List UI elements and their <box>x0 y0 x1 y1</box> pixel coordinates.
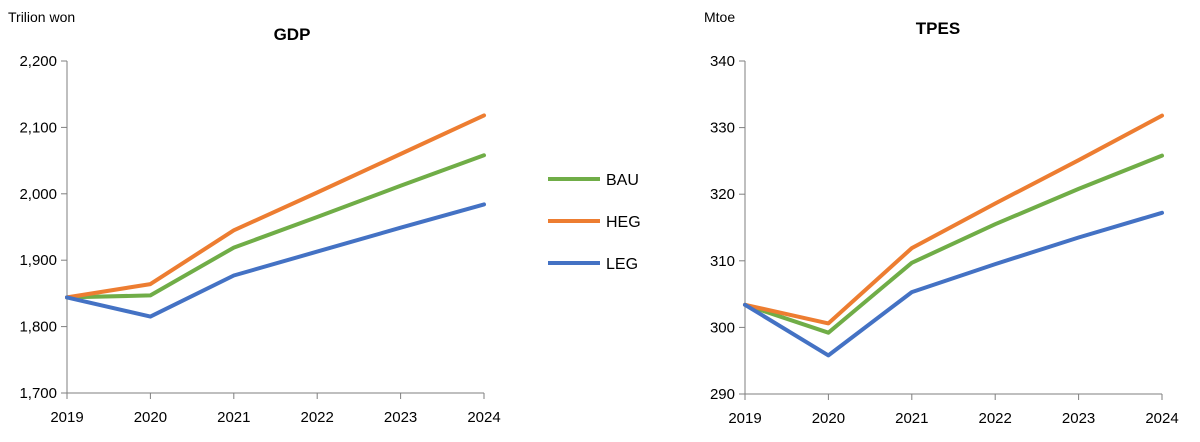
gdp-chart: Trilion won GDP 1,700 1,800 1,900 2,000 2,10… <box>8 9 501 426</box>
tpes-x-tick-label: 2024 <box>1145 410 1178 427</box>
tpes-x-tick-label: 2021 <box>895 410 928 427</box>
tpes-x-tick-label: 2023 <box>1062 410 1095 427</box>
legend-item-leg: LEG <box>548 256 638 273</box>
gdp-y-tick-label: 2,100 <box>19 119 57 136</box>
tpes-axes: 290 300 310 320 330 340 2019 2020 2021 2022 2023 20… <box>710 53 1179 427</box>
gdp-y-tick-label: 1,800 <box>19 319 57 336</box>
tpes-y-tick-label: 340 <box>710 53 735 70</box>
tpes-series-leg <box>743 210 1164 358</box>
gdp-x-tick-label: 2019 <box>50 409 83 426</box>
gdp-series-heg <box>65 113 486 300</box>
gdp-series-bau <box>65 153 486 300</box>
tpes-chart-title: TPES <box>916 19 960 38</box>
tpes-series-heg <box>743 113 1164 326</box>
tpes-unit-label: Mtoe <box>704 9 735 25</box>
tpes-y-tick-label: 320 <box>710 186 735 203</box>
tpes-x-tick-label: 2019 <box>728 410 761 427</box>
gdp-x-tick-label: 2024 <box>467 409 500 426</box>
gdp-chart-title: GDP <box>274 25 311 44</box>
gdp-series-leg <box>65 202 486 319</box>
tpes-series <box>743 113 1164 358</box>
legend-item-heg: HEG <box>548 214 641 231</box>
legend-label-leg: LEG <box>606 256 638 273</box>
gdp-unit-label: Trilion won <box>8 9 75 25</box>
tpes-x-tick-label: 2022 <box>979 410 1012 427</box>
tpes-y-tick-label: 330 <box>710 120 735 137</box>
gdp-y-tick-label: 1,900 <box>19 252 57 269</box>
gdp-x-tick-label: 2021 <box>217 409 250 426</box>
legend-label-bau: BAU <box>606 172 639 189</box>
tpes-y-tick-label: 290 <box>710 386 735 403</box>
tpes-y-tick-label: 300 <box>710 319 735 336</box>
tpes-series-bau <box>743 153 1164 335</box>
gdp-series <box>65 113 486 319</box>
legend: BAU HEG LEG <box>548 172 641 273</box>
legend-label-heg: HEG <box>606 214 641 231</box>
tpes-y-tick-label: 310 <box>710 253 735 270</box>
gdp-axes: 1,700 1,800 1,900 2,000 2,100 2,200 2019 2020 20… <box>19 53 500 426</box>
gdp-x-tick-label: 2020 <box>134 409 167 426</box>
gdp-y-tick-label: 1,700 <box>19 385 57 402</box>
legend-item-bau: BAU <box>548 172 639 189</box>
tpes-x-tick-label: 2020 <box>812 410 845 427</box>
gdp-x-tick-label: 2022 <box>301 409 334 426</box>
gdp-x-tick-label: 2023 <box>384 409 417 426</box>
gdp-y-tick-label: 2,000 <box>19 186 57 203</box>
gdp-y-tick-label: 2,200 <box>19 53 57 70</box>
tpes-chart: Mtoe TPES 290 300 310 320 330 340 2019 2020 2021… <box>704 9 1179 427</box>
